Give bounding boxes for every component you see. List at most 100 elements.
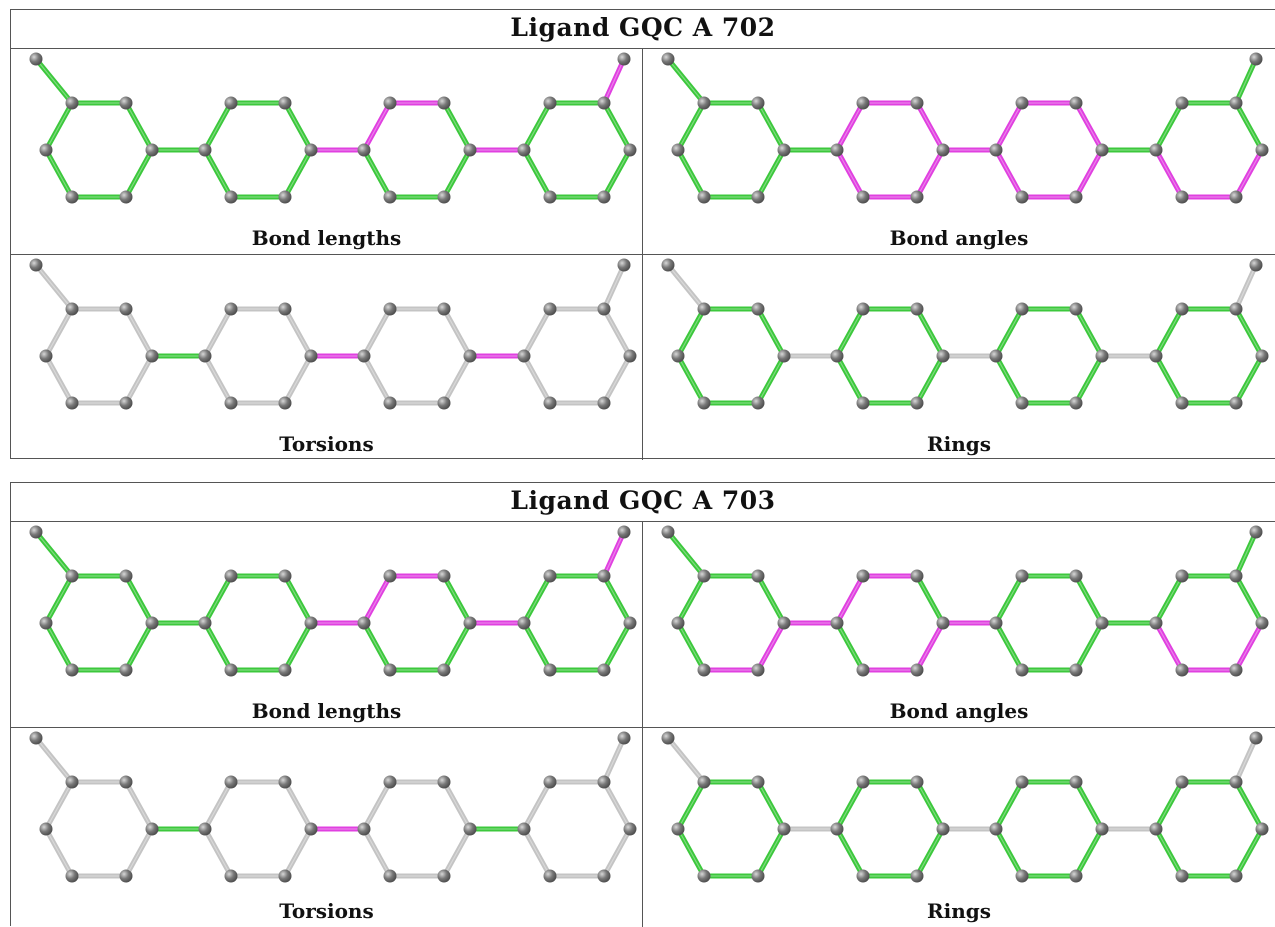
ring-bond: [914, 779, 946, 832]
ring-bond-shine: [204, 308, 232, 357]
atom: [224, 396, 238, 410]
molecule-diagram: [29, 525, 637, 677]
atom: [697, 663, 711, 677]
atom: [224, 869, 238, 883]
ring-bond: [43, 353, 75, 406]
molecule-diagram: [29, 52, 637, 204]
ring-bond-shine: [1155, 308, 1183, 357]
atom: [437, 569, 451, 583]
ring-bond: [834, 620, 866, 673]
atom: [910, 869, 924, 883]
ring-bond-shine: [45, 308, 73, 357]
atom: [543, 775, 557, 789]
atom: [278, 869, 292, 883]
ring-bond-shine: [1235, 828, 1263, 877]
atom: [1175, 190, 1189, 204]
ring-bond-shine: [125, 622, 153, 671]
ring-bond-shine: [1075, 622, 1103, 671]
atom: [856, 775, 870, 789]
ring-bond-shine: [523, 102, 551, 151]
atom: [1175, 396, 1189, 410]
ring-bond: [755, 779, 787, 832]
atom: [145, 616, 159, 630]
atom: [278, 96, 292, 110]
atom: [1149, 349, 1163, 363]
ring-bond: [521, 573, 553, 626]
atom: [278, 302, 292, 316]
atom: [617, 52, 631, 66]
atom: [437, 663, 451, 677]
ring-bond-shine: [443, 355, 471, 404]
ring-bond: [993, 779, 1025, 832]
atom: [1255, 349, 1269, 363]
ring-bond: [1153, 620, 1185, 673]
atom: [463, 616, 477, 630]
atom: [1255, 616, 1269, 630]
ring-bond: [834, 306, 866, 359]
ring-bond-shine: [284, 102, 312, 151]
ring-bond: [993, 100, 1025, 153]
atom: [1015, 663, 1029, 677]
ring-bond-shine: [1235, 149, 1263, 198]
ring-bond: [675, 353, 707, 406]
ring-bond-shine: [204, 102, 232, 151]
ring-bond-shine: [443, 781, 471, 830]
atom: [597, 663, 611, 677]
ring-bond-shine: [677, 355, 705, 404]
atom: [1229, 96, 1243, 110]
atom: [65, 869, 79, 883]
atom: [1069, 396, 1083, 410]
atom: [856, 302, 870, 316]
atom: [1175, 569, 1189, 583]
ring-bond: [361, 779, 393, 832]
ring-bond-shine: [523, 308, 551, 357]
atom: [751, 302, 765, 316]
atom: [989, 822, 1003, 836]
atom: [39, 349, 53, 363]
panel-label: Bond angles: [889, 699, 1029, 723]
atom: [278, 396, 292, 410]
ring-bond: [1233, 306, 1265, 359]
ring-bond: [282, 573, 314, 626]
substituent-bond-left-shine: [35, 58, 73, 104]
atom: [198, 616, 212, 630]
atom: [29, 731, 43, 745]
molecule-diagram: [29, 731, 637, 883]
ring-bond-shine: [363, 622, 391, 671]
ring-bond-shine: [443, 308, 471, 357]
atom: [751, 869, 765, 883]
ring-bond-shine: [363, 575, 391, 624]
panel-bond-lengths: Bond lengths: [11, 49, 643, 254]
ring-bond-shine: [1235, 575, 1263, 624]
ring-bond-shine: [363, 355, 391, 404]
ring-bond: [1153, 779, 1185, 832]
atom: [597, 569, 611, 583]
molecule-diagram: [661, 525, 1269, 677]
atom: [936, 616, 950, 630]
ring-bond-shine: [45, 828, 73, 877]
ring-bond: [914, 147, 946, 200]
atom: [1255, 822, 1269, 836]
ring-bond-shine: [284, 308, 312, 357]
ring-bond-shine: [284, 828, 312, 877]
atom: [1229, 569, 1243, 583]
ring-bond: [834, 573, 866, 626]
ring-bond-shine: [125, 308, 153, 357]
atom: [543, 569, 557, 583]
ring-bond: [1233, 573, 1265, 626]
ring-bond-shine: [916, 149, 944, 198]
atom: [1095, 143, 1109, 157]
atom: [1149, 143, 1163, 157]
ring-bond-shine: [995, 828, 1023, 877]
ring-bond: [1073, 306, 1105, 359]
ring-bond: [441, 306, 473, 359]
ring-bond-shine: [363, 781, 391, 830]
ring-bond: [43, 306, 75, 359]
ring-bond: [1153, 353, 1185, 406]
ring-bond-shine: [284, 149, 312, 198]
ring-bond-shine: [1075, 828, 1103, 877]
ring-bond-shine: [916, 575, 944, 624]
atom: [357, 143, 371, 157]
ring-bond-shine: [757, 828, 785, 877]
atom: [278, 569, 292, 583]
